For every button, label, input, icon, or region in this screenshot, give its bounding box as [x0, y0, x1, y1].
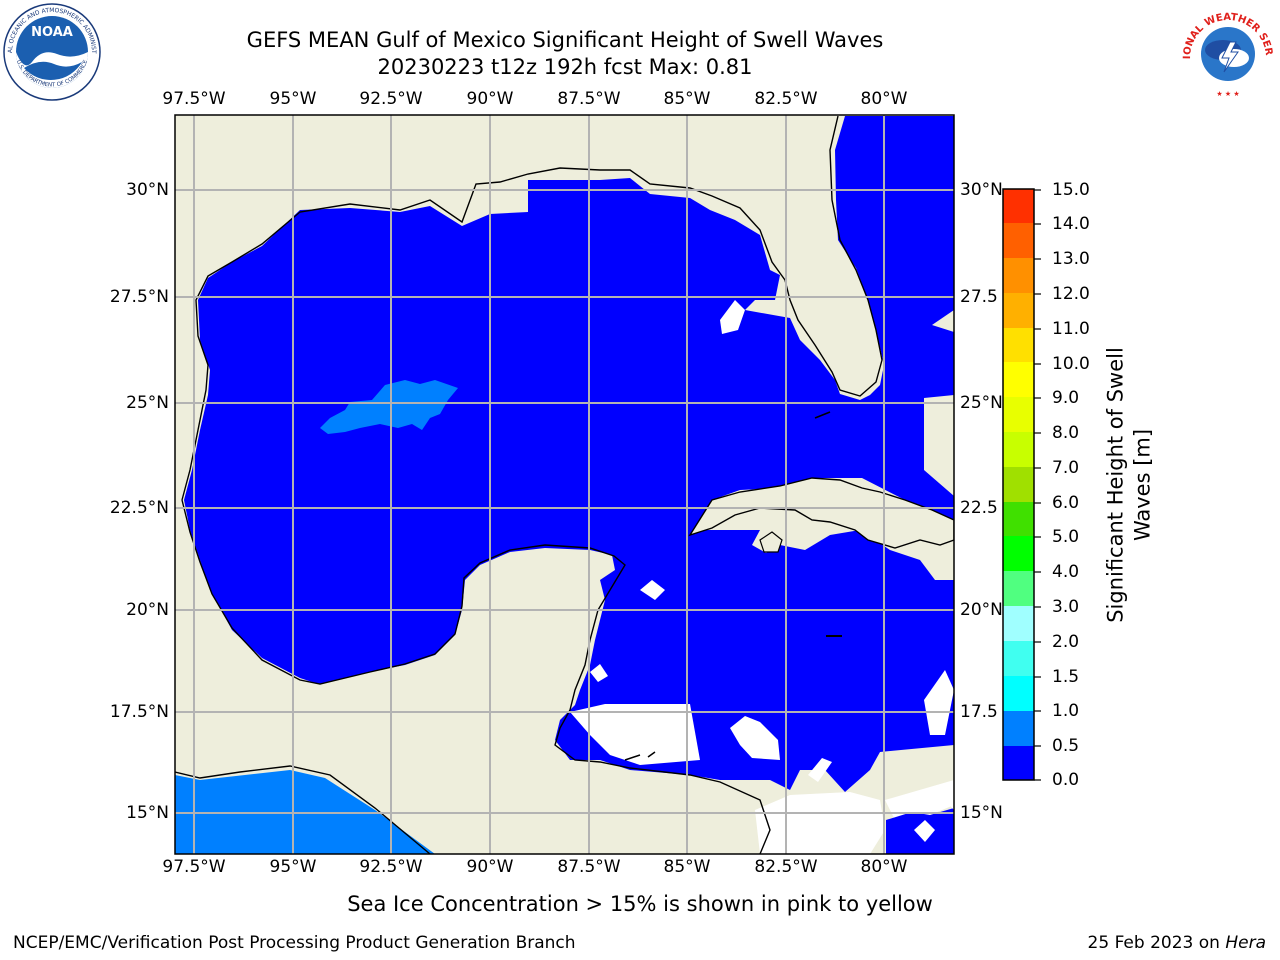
nodata-patch	[755, 792, 885, 854]
chart-title: GEFS MEAN Gulf of Mexico Significant Hei…	[246, 28, 884, 52]
chart-subtitle: 20230223 t12z 192h fcst Max: 0.81	[377, 55, 753, 79]
lon-label-bottom: 85°W	[663, 857, 711, 877]
nodata-patch	[924, 670, 954, 735]
colorbar-tick-label: 12.0	[1052, 284, 1090, 304]
lat-label-right: 22.5	[960, 498, 998, 518]
lat-label-left: 27.5°N	[109, 287, 169, 307]
colorbar-tick-label: 2.0	[1052, 632, 1080, 652]
lat-label-right: 27.5	[960, 287, 998, 307]
lon-label-bottom: 82.5°W	[754, 857, 818, 877]
footer-machine: Hera	[1225, 933, 1266, 953]
nws-logo: NATIONAL WEATHER SERVICE ★ ★ ★	[1178, 2, 1276, 100]
map-frame	[174, 114, 955, 855]
colorbar-tick-label: 8.0	[1052, 423, 1080, 443]
map-gridlines	[175, 115, 954, 854]
sea-ice-note: Sea Ice Concentration > 15% is shown in …	[347, 892, 933, 916]
colorbar-title: Significant Height of Swell	[1103, 347, 1128, 623]
lon-label-top: 90°W	[466, 89, 514, 109]
colorbar-tick-label: 13.0	[1052, 249, 1090, 269]
colorbar-tick-label: 7.0	[1052, 458, 1080, 478]
lat-label-left: 17.5°N	[109, 702, 169, 722]
lon-label-top: 85°W	[663, 89, 711, 109]
lat-label-left: 22.5°N	[109, 498, 169, 518]
nodata-patch	[590, 664, 608, 682]
lon-label-top: 87.5°W	[557, 89, 621, 109]
lat-label-right: 20°N	[960, 600, 1003, 620]
lat-label-left: 20°N	[126, 600, 169, 620]
cuba-land	[688, 477, 954, 549]
nodata-patch	[808, 758, 832, 782]
noaa-logo-text: NOAA	[31, 25, 73, 40]
colorbar-tick-label: 10.0	[1052, 354, 1090, 374]
colorbar-tick-label: 3.0	[1052, 597, 1080, 617]
colorbar-tick-label: 5.0	[1052, 527, 1080, 547]
gulf-swell-area	[184, 116, 954, 792]
lat-label-right: 25°N	[960, 393, 1003, 413]
noaa-logo: NOAA NATIONAL OCEANIC AND ATMOSPHERIC AD…	[2, 2, 101, 101]
colorbar-tick-label: 1.5	[1052, 667, 1080, 687]
footer-branch: NCEP/EMC/Verification Post Processing Pr…	[13, 933, 576, 953]
colorbar	[1002, 188, 1041, 781]
lat-label-right: 17.5	[960, 702, 998, 722]
colorbar-tick-label: 11.0	[1052, 319, 1090, 339]
lat-label-right: 15°N	[960, 803, 1003, 823]
nodata-patch	[914, 820, 935, 842]
lon-label-bottom: 95°W	[269, 857, 317, 877]
swell-patch-05-1m	[320, 380, 458, 434]
lon-label-top: 95°W	[269, 89, 317, 109]
lon-label-bottom: 90°W	[466, 857, 514, 877]
colorbar-tick-label: 4.0	[1052, 562, 1080, 582]
nodata-patch	[720, 300, 745, 334]
isle-of-youth	[759, 531, 783, 553]
nodata-patch	[640, 580, 665, 600]
colorbar-tick-label: 0.0	[1052, 770, 1080, 790]
lon-label-top: 80°W	[860, 89, 908, 109]
lon-label-top: 97.5°W	[162, 89, 226, 109]
nodata-patch	[570, 704, 700, 765]
lon-label-bottom: 92.5°W	[359, 857, 423, 877]
footer-date: 25 Feb 2023 on Hera	[1088, 933, 1266, 953]
lon-label-top: 92.5°W	[359, 89, 423, 109]
nodata-patch	[730, 716, 780, 760]
colorbar-tick-label: 14.0	[1052, 214, 1090, 234]
svg-text:★ ★ ★: ★ ★ ★	[1216, 90, 1239, 98]
colorbar-tick-label: 9.0	[1052, 388, 1080, 408]
colorbar-title-units: Waves [m]	[1130, 428, 1155, 542]
lat-label-left: 25°N	[126, 393, 169, 413]
colorbar-tick-label: 6.0	[1052, 493, 1080, 513]
lat-label-left: 30°N	[126, 180, 169, 200]
lat-label-left: 15°N	[126, 803, 169, 823]
lon-label-bottom: 80°W	[860, 857, 908, 877]
footer-date-text: 25 Feb 2023 on	[1087, 933, 1226, 953]
lon-label-bottom: 87.5°W	[557, 857, 621, 877]
colorbar-tick-label: 0.5	[1052, 736, 1080, 756]
colorbar-tick-label: 15.0	[1052, 180, 1090, 200]
nodata-patch	[940, 785, 954, 810]
lat-label-right: 30°N	[960, 180, 1003, 200]
lon-label-bottom: 97.5°W	[162, 857, 226, 877]
colorbar-tick-label: 1.0	[1052, 701, 1080, 721]
lon-label-top: 82.5°W	[754, 89, 818, 109]
